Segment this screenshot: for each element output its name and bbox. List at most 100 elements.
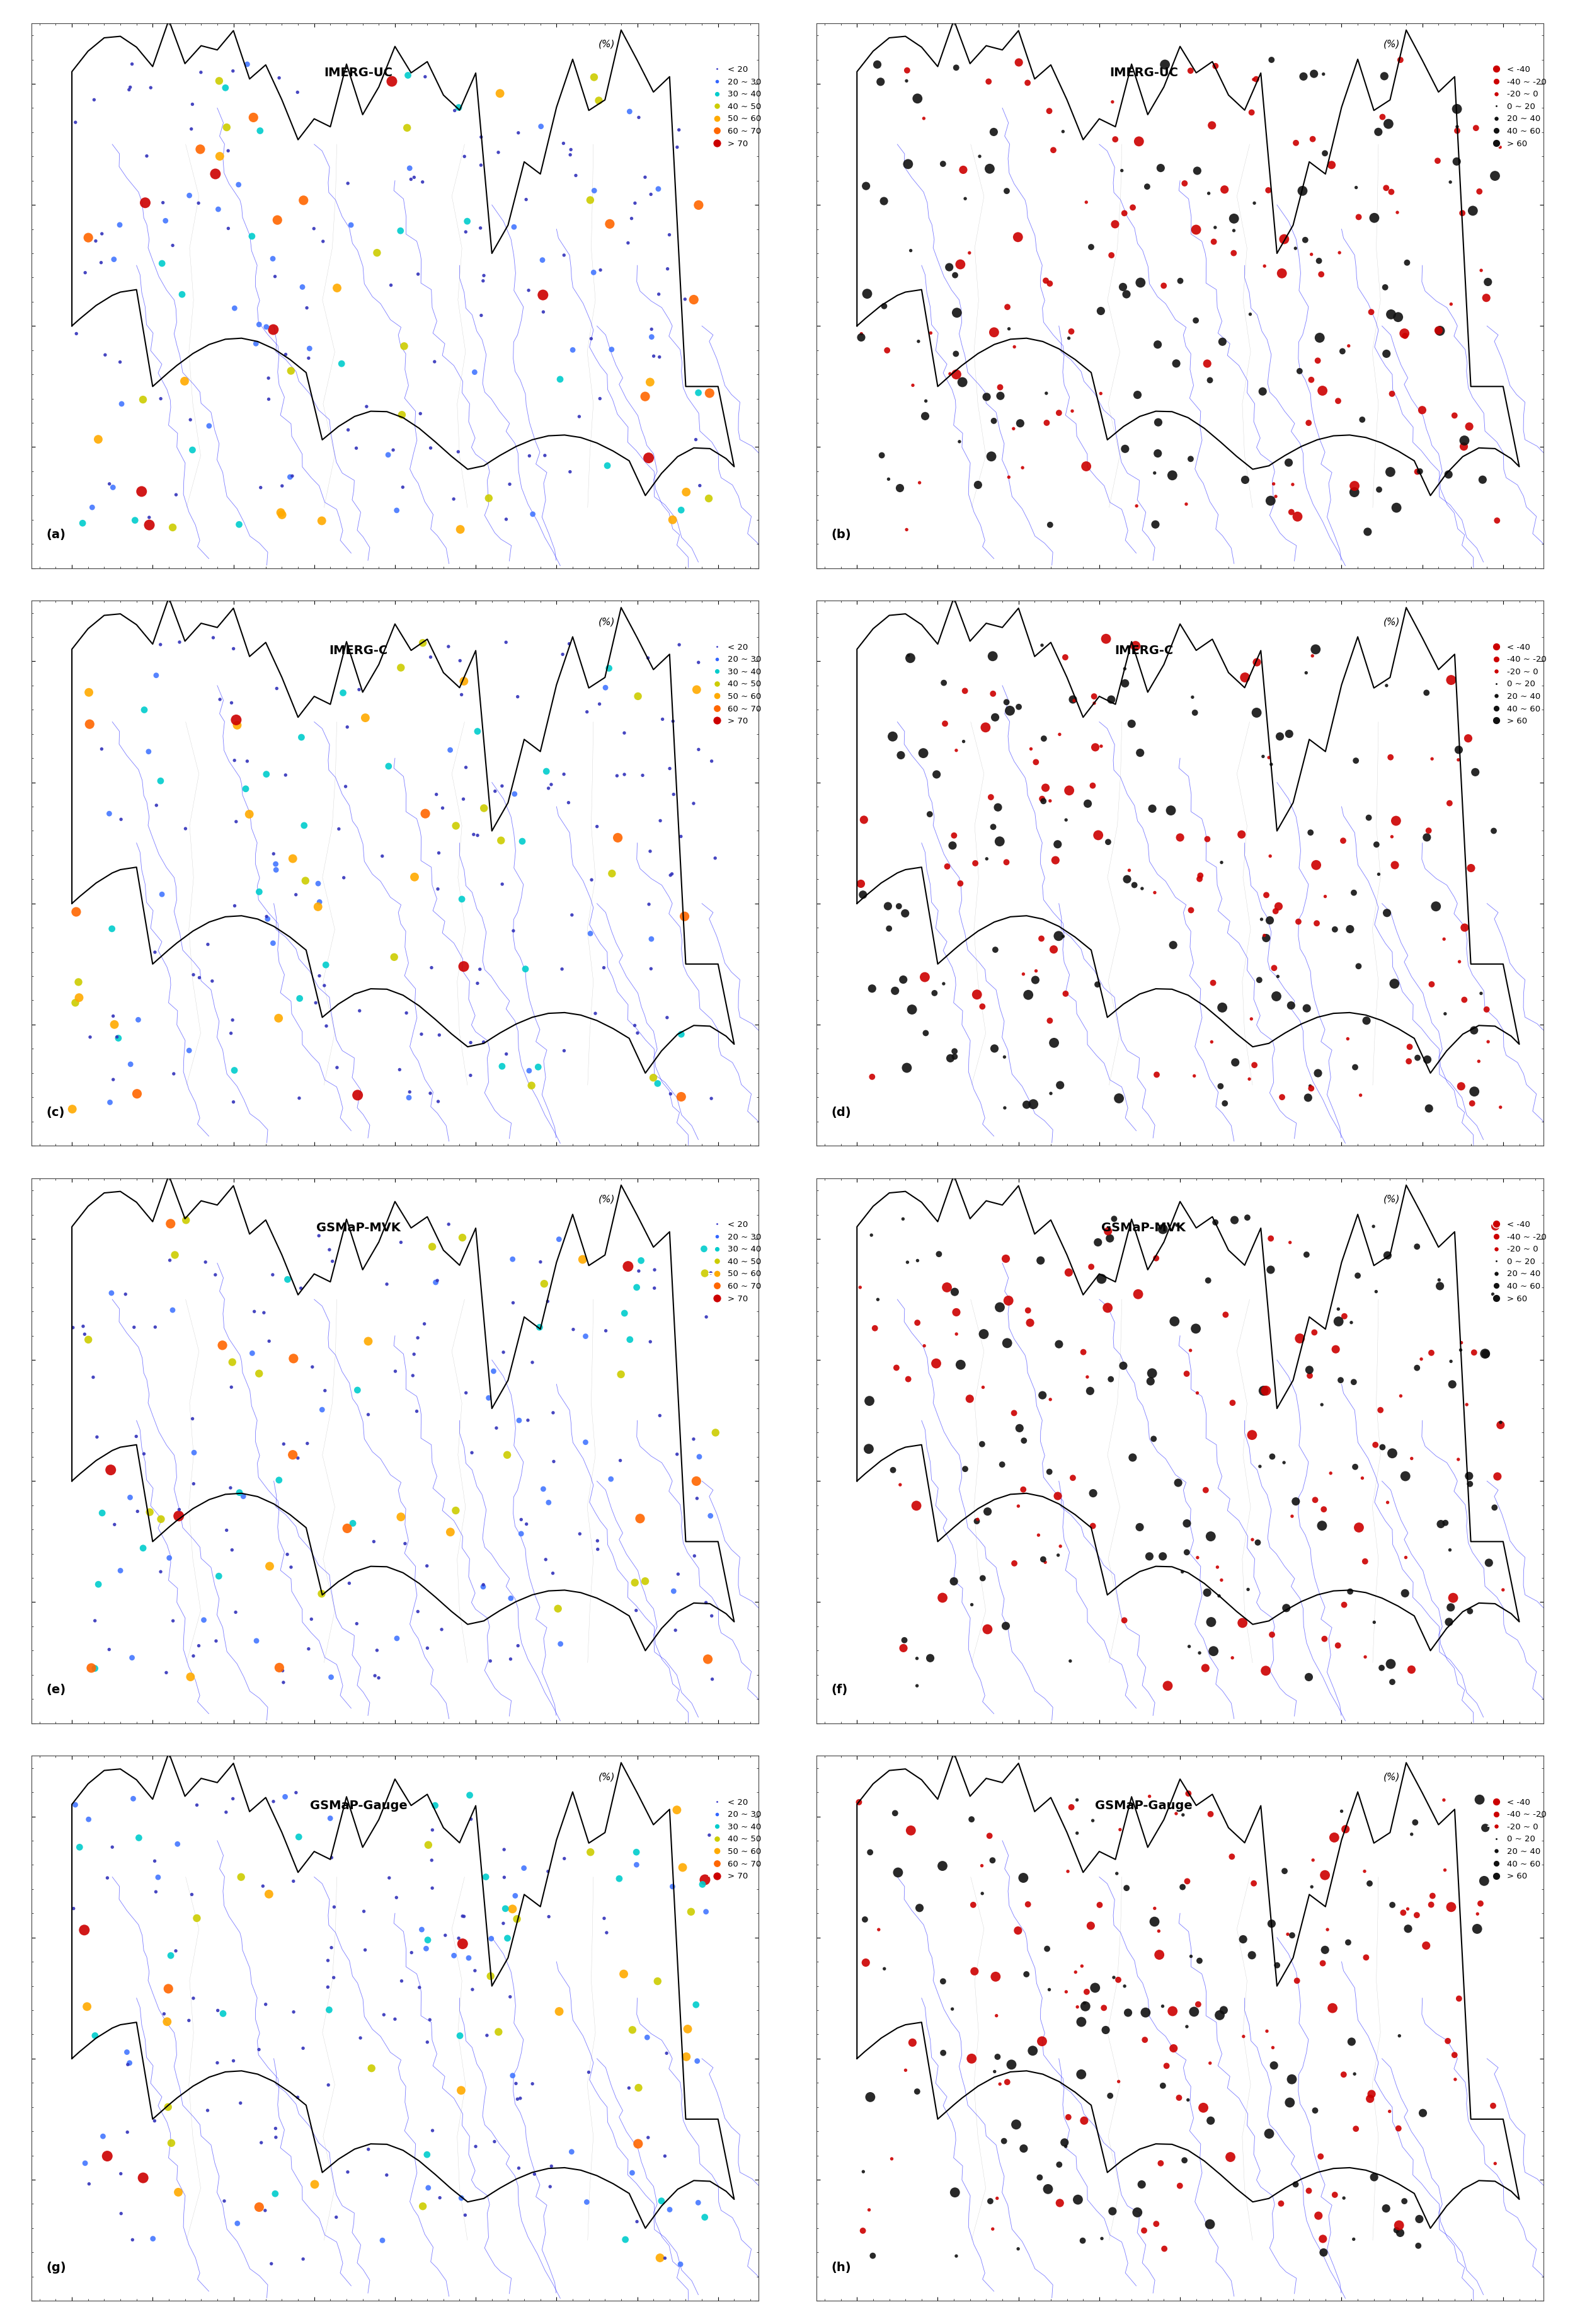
Point bbox=[1460, 193, 1485, 230]
Point bbox=[1378, 739, 1403, 776]
Point bbox=[1488, 1088, 1514, 1125]
Point bbox=[931, 146, 956, 184]
Point bbox=[1405, 1227, 1430, 1264]
Point bbox=[161, 1292, 186, 1329]
Point bbox=[131, 1436, 156, 1473]
Point bbox=[134, 137, 159, 174]
Point bbox=[221, 1780, 246, 1817]
Point bbox=[950, 363, 975, 400]
Point bbox=[1145, 325, 1170, 363]
Point bbox=[402, 858, 427, 895]
Point bbox=[117, 2045, 142, 2082]
Point bbox=[1052, 639, 1077, 676]
Point bbox=[1088, 374, 1114, 411]
Point bbox=[994, 683, 1019, 720]
Point bbox=[1443, 2061, 1468, 2099]
Point bbox=[885, 1855, 910, 1892]
Point bbox=[1030, 781, 1055, 818]
Point bbox=[1188, 860, 1213, 897]
Point bbox=[1194, 1573, 1219, 1611]
Point bbox=[613, 2222, 638, 2259]
Point bbox=[1449, 1067, 1474, 1104]
Point bbox=[364, 235, 389, 272]
Point bbox=[1406, 2201, 1432, 2238]
Point bbox=[66, 964, 91, 1002]
Point bbox=[71, 1308, 96, 1346]
Point bbox=[895, 63, 920, 100]
Point bbox=[1195, 820, 1221, 858]
Point bbox=[1488, 1406, 1514, 1443]
Point bbox=[633, 1562, 658, 1599]
Point bbox=[364, 1631, 389, 1669]
Point bbox=[465, 816, 490, 853]
Legend: < -40, -40 ~ -20, -20 ~ 0, 0 ~ 20, 20 ~ 40, 40 ~ 60, > 60: < -40, -40 ~ -20, -20 ~ 0, 0 ~ 20, 20 ~ … bbox=[1488, 65, 1547, 149]
Point bbox=[219, 683, 244, 720]
Point bbox=[468, 119, 493, 156]
Point bbox=[380, 63, 405, 100]
Point bbox=[1047, 2145, 1073, 2182]
Point bbox=[1298, 1067, 1323, 1104]
Point bbox=[487, 2013, 512, 2050]
Point bbox=[1060, 1459, 1085, 1497]
Point bbox=[142, 1843, 167, 1880]
Point bbox=[417, 430, 443, 467]
Point bbox=[1480, 813, 1506, 851]
Point bbox=[176, 1032, 202, 1069]
Point bbox=[203, 1257, 228, 1294]
Point bbox=[477, 1643, 502, 1680]
Point bbox=[575, 693, 600, 730]
Point bbox=[1410, 2094, 1435, 2131]
Point bbox=[1397, 1027, 1422, 1064]
Text: (d): (d) bbox=[832, 1106, 850, 1118]
Point bbox=[1345, 1257, 1370, 1294]
Point bbox=[660, 1868, 685, 1906]
Point bbox=[1449, 195, 1474, 232]
Point bbox=[118, 1046, 143, 1083]
Point bbox=[1230, 1604, 1255, 1641]
Point bbox=[666, 625, 691, 662]
Point bbox=[1073, 1987, 1098, 2024]
Point bbox=[1247, 1448, 1273, 1485]
Point bbox=[181, 1980, 206, 2017]
Point bbox=[310, 223, 335, 260]
Point bbox=[353, 700, 378, 737]
Point bbox=[195, 925, 221, 962]
Point bbox=[180, 86, 205, 123]
Point bbox=[1125, 488, 1150, 525]
Point bbox=[1386, 297, 1411, 335]
Point bbox=[1312, 135, 1337, 172]
Point bbox=[208, 137, 233, 174]
Point bbox=[1326, 1290, 1351, 1327]
Point bbox=[1328, 1362, 1353, 1399]
Point bbox=[655, 251, 680, 288]
Point bbox=[967, 137, 992, 174]
Point bbox=[613, 1294, 638, 1332]
Point bbox=[471, 263, 496, 300]
Point bbox=[375, 437, 400, 474]
Point bbox=[1438, 163, 1463, 200]
Point bbox=[1112, 665, 1137, 702]
Point bbox=[668, 490, 693, 528]
Point bbox=[1206, 1996, 1232, 2034]
Point bbox=[1306, 342, 1331, 379]
Point bbox=[279, 353, 304, 390]
Point bbox=[109, 2194, 134, 2231]
Point bbox=[261, 1783, 287, 1820]
Point bbox=[162, 1236, 187, 1274]
Point bbox=[1452, 981, 1477, 1018]
Point bbox=[1419, 1887, 1444, 1924]
Point bbox=[551, 1032, 576, 1069]
Point bbox=[1199, 1796, 1224, 1834]
Point bbox=[416, 2168, 441, 2205]
Point bbox=[1373, 667, 1399, 704]
Point bbox=[1373, 335, 1399, 372]
Point bbox=[94, 1859, 120, 1896]
Point bbox=[1303, 630, 1328, 667]
Point bbox=[1011, 955, 1036, 992]
Text: (e): (e) bbox=[46, 1685, 66, 1697]
Point bbox=[391, 469, 416, 507]
Point bbox=[526, 1048, 551, 1085]
Point bbox=[376, 748, 402, 786]
Point bbox=[1258, 1250, 1284, 1287]
Point bbox=[849, 318, 874, 356]
